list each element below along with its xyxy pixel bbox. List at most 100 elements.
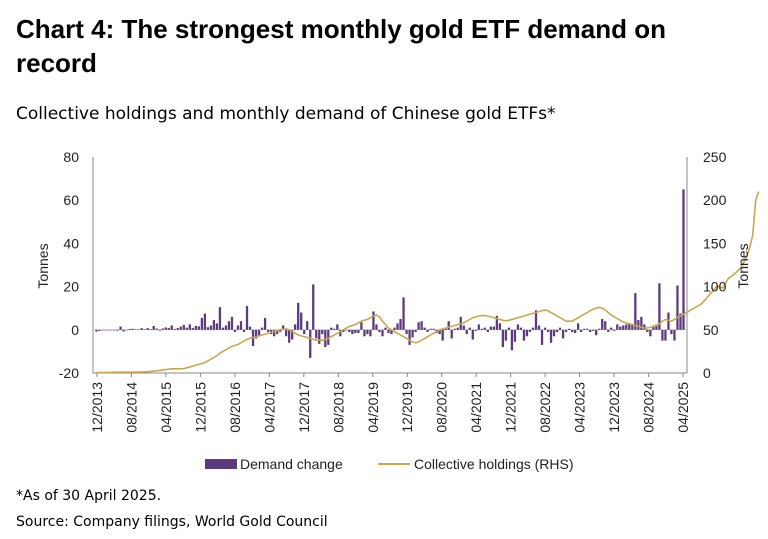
demand-bar	[266, 329, 270, 332]
demand-bar	[613, 329, 616, 331]
demand-bar	[619, 326, 622, 330]
demand-bar	[104, 329, 107, 331]
demand-bar	[601, 319, 604, 330]
demand-bar	[170, 325, 173, 330]
demand-bar	[586, 328, 589, 330]
demand-bar	[531, 327, 535, 330]
demand-bar	[429, 328, 432, 330]
y-right-tick-label: 50	[703, 322, 719, 338]
demand-bar	[176, 328, 179, 330]
demand-bar	[116, 329, 119, 331]
demand-bar	[450, 329, 453, 339]
y-right-tick-label: 100	[703, 279, 727, 295]
demand-bar	[107, 329, 110, 331]
demand-bar	[354, 329, 357, 334]
demand-bar	[664, 329, 667, 341]
demand-bar	[399, 319, 402, 330]
demand-bar	[528, 329, 532, 332]
demand-bar	[540, 329, 544, 345]
demand-bar	[245, 306, 249, 330]
x-tick-label: 12/2017	[296, 382, 312, 433]
demand-bar	[471, 329, 474, 340]
x-tick-label: 08/2016	[227, 382, 243, 433]
demand-bar	[327, 329, 330, 345]
demand-bar	[330, 327, 333, 330]
demand-bar	[303, 329, 306, 335]
demand-bar	[640, 316, 643, 330]
demand-bar	[197, 326, 200, 330]
demand-bar	[405, 329, 408, 335]
demand-bar	[513, 329, 517, 342]
demand-bar	[342, 329, 345, 332]
demand-bar	[101, 329, 104, 331]
demand-bar	[209, 325, 213, 330]
demand-bar	[173, 328, 176, 330]
demand-bar	[462, 325, 465, 330]
demand-bar	[191, 328, 194, 330]
demand-bar	[297, 302, 300, 330]
demand-bar	[525, 329, 529, 337]
demand-bar	[113, 329, 116, 331]
demand-bar	[140, 328, 143, 330]
demand-bar	[143, 329, 146, 330]
demand-bar	[465, 329, 468, 335]
plot-frame	[92, 157, 688, 374]
demand-bar	[616, 324, 619, 330]
demand-bar	[592, 329, 595, 331]
demand-bar	[507, 327, 511, 330]
demand-bar	[384, 327, 387, 330]
x-tick-label: 04/2017	[261, 382, 277, 433]
x-tick-label: 08/2014	[123, 382, 139, 433]
demand-bar	[200, 317, 204, 330]
demand-bar	[134, 329, 137, 330]
demand-bar	[655, 324, 658, 330]
demand-bar	[447, 321, 450, 330]
demand-bar	[203, 313, 207, 330]
demand-bar	[128, 328, 131, 330]
x-tick-label: 04/2025	[675, 382, 691, 433]
demand-bar	[318, 329, 321, 344]
demand-bar	[555, 329, 559, 332]
demand-bar	[257, 329, 261, 337]
demand-bar	[324, 329, 327, 348]
source-note: Source: Company filings, World Gold Coun…	[16, 514, 328, 530]
demand-bar	[543, 327, 547, 330]
demand-bar	[348, 329, 351, 332]
demand-bar	[309, 329, 312, 358]
demand-bar	[658, 283, 661, 330]
x-tick-label: 08/2024	[641, 382, 657, 433]
x-tick-label: 04/2023	[572, 382, 588, 433]
demand-bar	[263, 317, 267, 330]
demand-bar	[595, 329, 598, 336]
demand-bar	[110, 329, 113, 331]
demand-bar	[300, 312, 303, 330]
demand-bar	[221, 327, 225, 330]
y-right-label: Tonnes	[735, 243, 751, 288]
demand-bar	[414, 329, 417, 332]
demand-bar	[673, 329, 676, 341]
demand-bar	[423, 327, 426, 330]
x-tick-label: 12/2013	[89, 382, 105, 433]
demand-bar	[474, 329, 477, 331]
demand-bar	[643, 324, 646, 330]
x-tick-label: 04/2021	[468, 382, 484, 433]
demand-bar	[682, 189, 685, 330]
demand-bar	[275, 329, 279, 335]
demand-bar	[667, 312, 670, 330]
demand-bar	[564, 329, 568, 332]
demand-bar	[570, 329, 574, 332]
demand-bar	[411, 329, 414, 338]
demand-bar	[366, 329, 369, 335]
demand-bar	[194, 325, 197, 330]
legend: Demand change Collective holdings (RHS)	[205, 456, 574, 472]
demand-bar	[679, 313, 682, 330]
demand-bar	[119, 326, 122, 330]
demand-bar	[321, 329, 324, 335]
demand-bar	[628, 323, 631, 330]
demand-bar	[281, 325, 285, 330]
demand-bar	[670, 329, 673, 335]
demand-bar	[233, 329, 237, 332]
legend-label-bar: Demand change	[240, 456, 343, 472]
demand-bar	[646, 329, 649, 332]
demand-bar	[402, 297, 405, 330]
